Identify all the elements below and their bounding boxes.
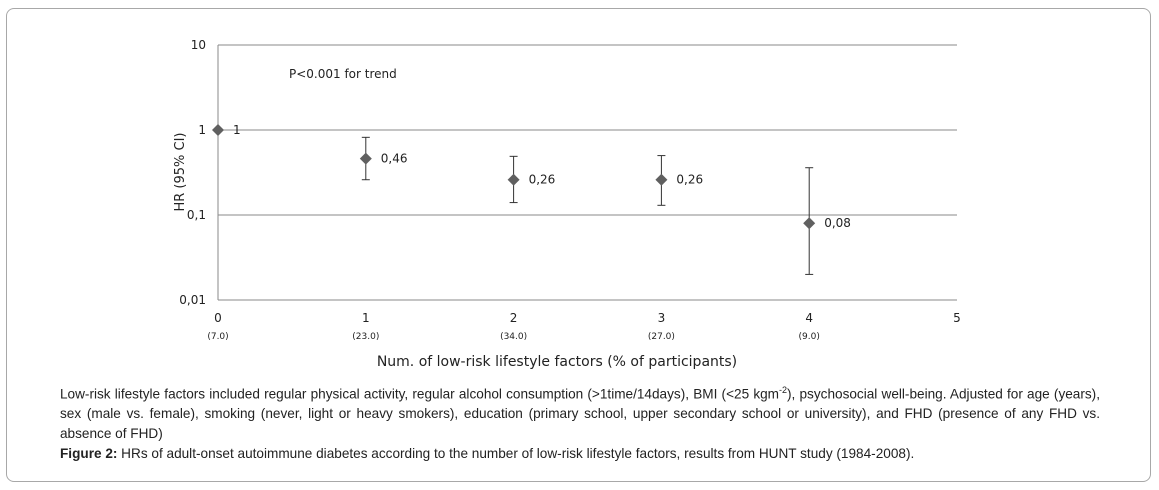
y-tick-label: 0,1: [187, 208, 206, 222]
data-label: 0,26: [676, 173, 703, 187]
note-superscript: -2: [779, 385, 788, 395]
x-tick-sublabel: (34.0): [500, 332, 527, 342]
data-label: 0,46: [381, 152, 408, 166]
data-label: 1: [233, 123, 241, 137]
data-point-marker: [212, 124, 224, 136]
data-label: 0,26: [529, 173, 556, 187]
y-axis-label: HR (95% CI): [173, 132, 188, 211]
x-tick-label: 0: [214, 311, 222, 325]
x-tick-label: 4: [805, 311, 813, 325]
x-tick-label: 2: [510, 311, 518, 325]
y-tick-label: 10: [191, 38, 206, 52]
x-tick-sublabel: (23.0): [352, 332, 379, 342]
x-tick-label: 1: [362, 311, 370, 325]
figure-caption: Figure 2: HRs of adult-onset autoimmune …: [60, 446, 1120, 461]
ticks-layer: 10 1 0,1 0,01 0 (7.0) 1 (23.0) 2 (34.0) 3 (27.0) 4 (9…: [179, 38, 961, 342]
note-text-part1: Low-risk lifestyle factors included regu…: [60, 386, 779, 402]
trend-annotation: P<0.001 for trend: [289, 67, 397, 81]
data-label: 0,08: [824, 216, 851, 230]
data-point-marker: [655, 173, 668, 186]
marks-layer: 1 0,46 0,26 0,26 0,08: [212, 123, 851, 275]
x-tick-sublabel: (27.0): [648, 332, 675, 342]
figure-title: HRs of adult-onset autoimmune diabetes a…: [117, 446, 915, 461]
figure-note: Low-risk lifestyle factors included regu…: [60, 381, 1100, 443]
hr-chart: 10 1 0,1 0,01 0 (7.0) 1 (23.0) 2 (34.0) 3 (27.0) 4 (9…: [173, 38, 961, 370]
data-point-marker: [359, 152, 372, 165]
data-point-marker: [803, 217, 816, 230]
grid-layer: [218, 44, 957, 301]
x-tick-sublabel: (7.0): [207, 332, 228, 342]
x-tick-sublabel: (9.0): [799, 332, 820, 342]
y-tick-label: 0,01: [179, 293, 206, 307]
data-point-marker: [507, 173, 520, 186]
y-tick-label: 1: [198, 123, 206, 137]
x-axis-label: Num. of low-risk lifestyle factors (% of…: [377, 354, 737, 370]
x-tick-label: 3: [658, 311, 666, 325]
figure-label: Figure 2:: [60, 446, 118, 461]
note-text-part2: ), psychosocial well-being. Adjusted for…: [60, 386, 1100, 441]
figure-frame: [6, 8, 1151, 482]
x-tick-label: 5: [953, 311, 961, 325]
